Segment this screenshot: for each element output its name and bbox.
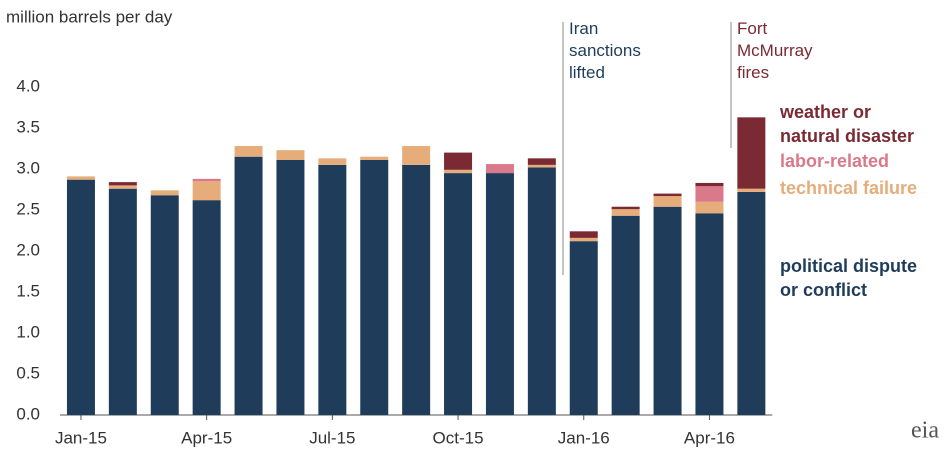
y-tick-label: 1.5 [16, 281, 40, 300]
bar-segment [695, 182, 724, 187]
x-tick-label: Apr-15 [181, 428, 232, 447]
bar-segment [653, 193, 682, 197]
legend-label: labor-related [780, 151, 889, 171]
y-tick-label: 0.0 [16, 404, 40, 423]
bar-segment [276, 159, 305, 415]
bar-segment [150, 190, 179, 196]
x-tick-label: Jan-16 [558, 428, 610, 447]
legend-label: weather or natural disaster [779, 102, 914, 146]
bar-segment [360, 159, 389, 415]
bar-segment [527, 167, 556, 415]
bar-segment [611, 206, 640, 210]
bar-segment [695, 186, 724, 202]
y-tick-label: 4.0 [16, 76, 40, 95]
bar-segment [485, 164, 514, 174]
bar-segment [527, 158, 556, 165]
bar-segment [402, 146, 431, 165]
bar-segment [444, 152, 473, 170]
x-tick-label: Jan-15 [55, 428, 107, 447]
logo: eia [911, 418, 939, 444]
bar-segment [108, 185, 137, 189]
y-tick-label: 3.0 [16, 158, 40, 177]
bar-segment [653, 196, 682, 207]
bar-segment [695, 213, 724, 415]
bar-segment [108, 188, 137, 415]
annotation: Iran sanctions lifted [569, 19, 641, 82]
bar-segment [318, 158, 347, 165]
bar-segment [485, 173, 514, 415]
legend-label: technical failure [780, 178, 917, 198]
x-tick-label: Apr-16 [684, 428, 735, 447]
bar-segment [192, 200, 221, 415]
bar-segment [402, 164, 431, 415]
bar-segment [360, 156, 389, 160]
bar-segment [611, 209, 640, 216]
bar-segment [318, 164, 347, 415]
bar-segment [276, 150, 305, 160]
bar-segment [527, 164, 556, 168]
y-tick-label: 2.5 [16, 199, 40, 218]
bar-segment [611, 215, 640, 415]
y-tick-label: 3.5 [16, 117, 40, 136]
legend-label: political dispute or conflict [780, 256, 917, 300]
y-axis-label: million barrels per day [6, 7, 173, 26]
x-tick-label: Jul-15 [309, 428, 355, 447]
bar-segment [695, 201, 724, 214]
bar-segment [444, 173, 473, 415]
bar-segment [192, 178, 221, 182]
bar-segment [234, 156, 263, 415]
bar-segment [234, 146, 263, 157]
bar-segment [66, 176, 95, 180]
bar-segment [737, 117, 766, 189]
bar-segment [737, 191, 766, 415]
annotation: Fort McMurray fires [737, 19, 813, 82]
bar-segment [653, 206, 682, 415]
bar-segment [569, 231, 598, 238]
bar-segment [150, 195, 179, 415]
bar-segment [192, 181, 221, 201]
y-tick-label: 2.0 [16, 240, 40, 259]
bar-segment [444, 169, 473, 174]
bar-segment [569, 237, 598, 242]
bar-segment [737, 188, 766, 192]
bar-segment [108, 182, 137, 186]
bar-segment [569, 241, 598, 415]
x-tick-label: Oct-15 [433, 428, 484, 447]
bar-segment [66, 179, 95, 415]
y-tick-label: 0.5 [16, 363, 40, 382]
y-tick-label: 1.0 [16, 322, 40, 341]
